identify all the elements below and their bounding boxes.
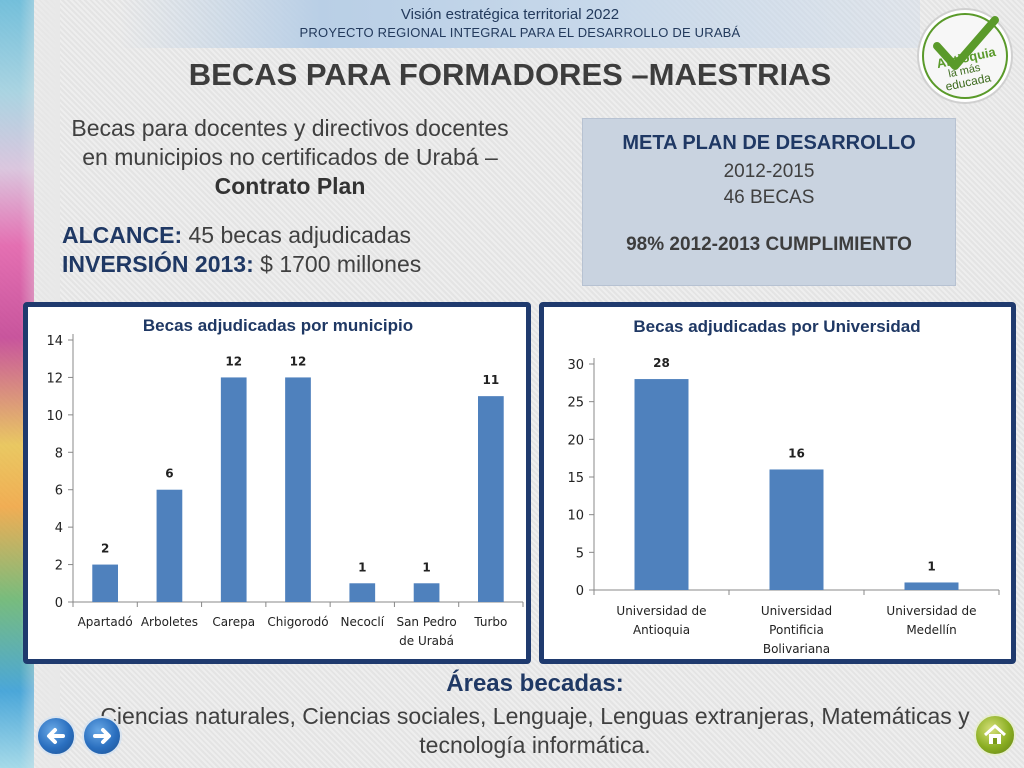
bar	[769, 469, 824, 590]
data-label: 1	[927, 559, 935, 573]
category-label: Antioquia	[633, 623, 690, 637]
chart-university-panel: Becas adjudicadas por Universidad 0 5 10 15 2…	[539, 302, 1016, 664]
y-tick-label: 4	[55, 521, 63, 536]
category-label: Arboletes	[141, 615, 198, 629]
chart-title: Becas adjudicadas por Universidad	[633, 317, 920, 336]
scope-label: ALCANCE:	[62, 222, 183, 248]
page-title: BECAS PARA FORMADORES –MAESTRIAS	[188, 57, 832, 92]
category-label: Chigorodó	[267, 615, 328, 629]
meta-compliance: 98% 2012-2013 CUMPLIMIENTO	[626, 234, 912, 255]
data-label: 6	[165, 467, 173, 481]
data-label: 1	[422, 560, 430, 574]
forward-button[interactable]	[82, 716, 122, 756]
bar	[478, 396, 504, 602]
meta-becas: 46 BECAS	[723, 187, 815, 208]
category-label: Turbo	[473, 615, 507, 629]
category-label: Medellín	[906, 623, 956, 637]
arrow-right-icon	[93, 728, 111, 744]
category-label: de Urabá	[399, 634, 454, 648]
scope-line: ALCANCE: 45 becas adjudicadas	[62, 221, 542, 250]
y-tick-label: 25	[567, 396, 584, 411]
data-label: 28	[653, 356, 670, 370]
home-icon	[983, 724, 1007, 744]
intro-bold: Contrato Plan	[214, 173, 366, 199]
meta-title: META PLAN DE DESARROLLO	[622, 132, 916, 154]
banner-subtitle: Visión estratégica territorial 2022	[400, 6, 620, 23]
y-tick-label: 20	[567, 433, 584, 448]
back-button[interactable]	[36, 716, 76, 756]
category-label: Bolivariana	[763, 642, 830, 656]
investment-line: INVERSIÓN 2013: $ 1700 millones	[62, 250, 542, 279]
y-tick-label: 0	[576, 584, 584, 599]
scope-block: ALCANCE: 45 becas adjudicadas INVERSIÓN …	[62, 221, 542, 279]
category-label: Universidad de	[886, 604, 976, 618]
investment-value: $ 1700 millones	[253, 251, 422, 277]
data-label: 12	[290, 354, 307, 368]
y-tick-label: 15	[567, 471, 584, 486]
banner-project-name: PROYECTO REGIONAL INTEGRAL PARA EL DESAR…	[299, 25, 741, 40]
category-label: Carepa	[212, 615, 255, 629]
y-tick-label: 10	[46, 409, 63, 424]
y-tick-label: 30	[567, 358, 584, 373]
bar	[92, 564, 118, 602]
y-tick-label: 12	[46, 371, 63, 386]
bar	[220, 377, 247, 602]
y-tick-label: 8	[55, 446, 63, 461]
data-label: 11	[483, 373, 500, 387]
chart-university: Becas adjudicadas por Universidad 0 5 10 15 2…	[567, 317, 1000, 656]
data-label: 2	[101, 542, 109, 556]
intro-body: Becas para docentes y directivos docente…	[71, 115, 509, 170]
chart-title: Becas adjudicadas por municipio	[143, 316, 413, 335]
category-label: Universidad de	[616, 604, 706, 618]
areas-text: Ciencias naturales, Ciencias sociales, L…	[100, 703, 970, 758]
home-button[interactable]	[974, 714, 1016, 756]
y-tick-label: 0	[55, 596, 63, 611]
y-tick-label: 14	[46, 334, 63, 349]
chart-municipality: Becas adjudicadas por municipio024681012…	[46, 316, 524, 648]
data-label: 1	[358, 560, 366, 574]
y-tick-label: 6	[55, 484, 63, 499]
data-label: 12	[225, 354, 242, 368]
areas-title: Áreas becadas:	[446, 670, 624, 697]
category-label: Apartadó	[78, 615, 133, 629]
antioquia-check-logo-icon: Antioquia la más educada	[917, 8, 1013, 104]
category-label: Necoclí	[340, 615, 384, 629]
arrow-left-icon	[47, 728, 65, 744]
y-tick-label: 5	[576, 546, 584, 561]
intro-text: Becas para docentes y directivos docente…	[60, 114, 520, 201]
bar	[634, 379, 689, 590]
bar	[413, 583, 440, 602]
bar	[156, 489, 183, 602]
antioquia-logo: Antioquia la más educada	[915, 6, 1015, 106]
y-tick-label: 10	[567, 509, 584, 524]
header-banner	[120, 0, 920, 48]
data-label: 16	[788, 446, 805, 460]
category-label: San Pedro	[396, 615, 456, 629]
y-tick-label: 2	[55, 559, 63, 574]
bar	[349, 583, 376, 602]
bar	[904, 582, 959, 590]
investment-label: INVERSIÓN 2013:	[62, 251, 254, 277]
scope-value: 45 becas adjudicadas	[182, 222, 411, 248]
bar	[285, 377, 311, 602]
chart-municipality-panel: Becas adjudicadas por municipio 0 2 4 6 8 10 12…	[23, 302, 531, 664]
meta-years: 2012-2015	[723, 161, 815, 182]
category-label: Universidad	[761, 604, 832, 618]
category-label: Pontificia	[769, 623, 824, 637]
development-plan-box: META PLAN DE DESARROLLO 2012-2015 46 BEC…	[582, 118, 956, 286]
